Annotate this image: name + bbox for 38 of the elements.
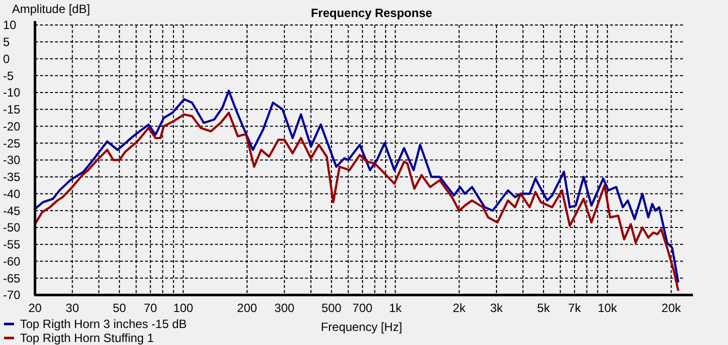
y-tick-label: 0 xyxy=(3,52,10,66)
x-tick-label: 2k xyxy=(452,301,466,315)
y-axis-title: Amplitude [dB] xyxy=(12,2,90,16)
x-tick-label: 700 xyxy=(352,301,373,315)
x-axis-title: Frequency [Hz] xyxy=(320,320,402,334)
y-tick-label: -20 xyxy=(3,119,21,134)
y-tick-label: -60 xyxy=(3,254,21,268)
x-tick-label: 30 xyxy=(66,301,80,315)
y-tick-label: 5 xyxy=(3,35,10,50)
x-tick-label: 10k xyxy=(598,301,618,315)
x-tick-label: 20k xyxy=(662,301,682,315)
y-tick-label: -15 xyxy=(3,102,21,117)
y-tick-label: -10 xyxy=(3,86,21,100)
chart-title: Frequency Response xyxy=(310,6,433,20)
y-tick-label: -25 xyxy=(3,136,21,150)
y-tick-label: -50 xyxy=(3,220,21,235)
x-tick-label: 100 xyxy=(173,301,194,315)
x-tick-label: 300 xyxy=(274,301,295,315)
y-tick-label: -35 xyxy=(3,170,21,184)
x-tick-label: 50 xyxy=(112,301,126,315)
y-tick-label: -70 xyxy=(3,288,21,302)
x-tick-label: 1k xyxy=(388,301,403,315)
x-tick-label: 500 xyxy=(321,301,342,315)
y-tick-label: -45 xyxy=(3,204,21,218)
y-tick-label: -40 xyxy=(3,186,21,201)
y-tick-label: -65 xyxy=(3,271,21,286)
y-tick-label: -5 xyxy=(3,68,14,83)
x-tick-label: 200 xyxy=(237,301,258,315)
x-tick-label: 7k xyxy=(568,301,582,315)
y-tick-label: -30 xyxy=(3,153,21,168)
x-tick-label: 70 xyxy=(144,301,158,315)
x-tick-label: 3k xyxy=(490,301,504,315)
y-tick-label: -55 xyxy=(3,238,21,252)
legend-label: Top Rigth Horn 3 inches -15 dB xyxy=(20,317,187,332)
x-tick-label: 20 xyxy=(28,301,42,315)
x-tick-label: 5k xyxy=(537,301,551,315)
legend-label: Top Rigth Horn Stuffing 1 xyxy=(20,331,154,345)
y-tick-label: 10 xyxy=(3,18,17,32)
